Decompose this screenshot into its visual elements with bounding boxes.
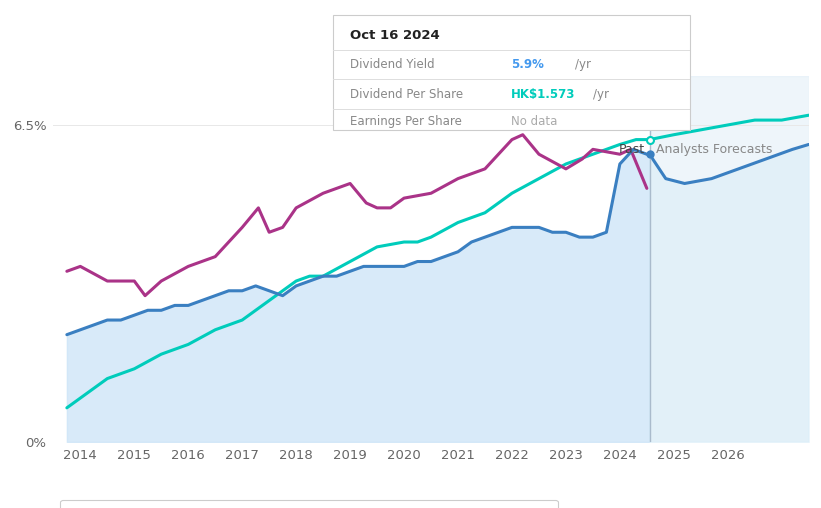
Text: /yr: /yr: [594, 87, 609, 101]
Text: Dividend Yield: Dividend Yield: [351, 58, 435, 71]
FancyBboxPatch shape: [333, 15, 690, 130]
Text: Analysts Forecasts: Analysts Forecasts: [656, 143, 773, 156]
Text: No data: No data: [511, 115, 557, 128]
Text: /yr: /yr: [576, 58, 591, 71]
Bar: [649, 76, 809, 442]
Text: Earnings Per Share: Earnings Per Share: [351, 115, 462, 128]
Legend: Dividend Yield, Dividend Per Share, Earnings Per Share: Dividend Yield, Dividend Per Share, Earn…: [60, 500, 557, 508]
Text: Past: Past: [619, 143, 645, 156]
Text: 5.9%: 5.9%: [511, 58, 544, 71]
Text: HK$1.573: HK$1.573: [511, 87, 576, 101]
Text: Oct 16 2024: Oct 16 2024: [351, 29, 440, 42]
Text: Dividend Per Share: Dividend Per Share: [351, 87, 464, 101]
